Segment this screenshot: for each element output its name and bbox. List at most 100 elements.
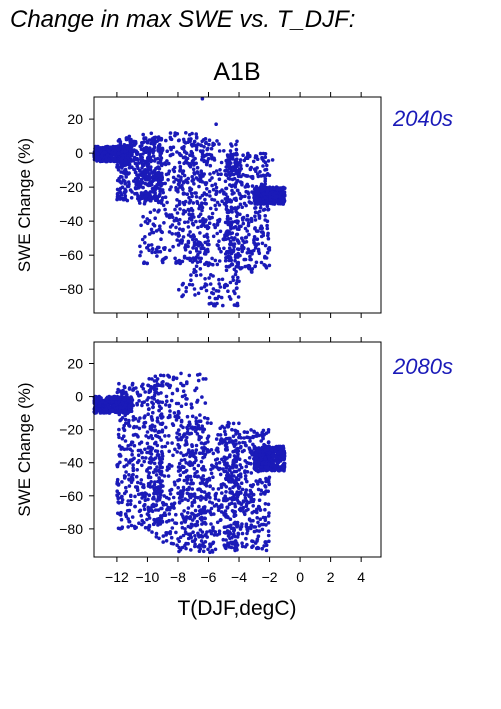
data-point (117, 147, 121, 152)
data-point (124, 390, 128, 395)
data-point (253, 206, 258, 210)
data-point (137, 399, 141, 403)
data-point (218, 472, 223, 477)
data-point (182, 191, 187, 196)
data-point (181, 453, 186, 458)
data-point (192, 172, 197, 176)
data-point (238, 212, 242, 217)
data-point (154, 177, 158, 182)
data-point (233, 457, 237, 461)
data-point (197, 256, 201, 260)
data-point (263, 518, 268, 523)
data-point (258, 517, 263, 521)
data-point (250, 174, 255, 179)
data-point (145, 191, 149, 195)
data-point (127, 484, 132, 488)
data-point (161, 415, 165, 419)
data-point (203, 201, 207, 206)
data-point (228, 475, 232, 480)
data-point (189, 535, 194, 540)
data-point (198, 240, 202, 245)
data-point (246, 151, 250, 156)
data-point (199, 286, 203, 291)
data-point (116, 144, 121, 148)
data-point (211, 526, 215, 531)
y-tick-label: −60 (59, 488, 83, 504)
data-point-outlier (214, 122, 218, 127)
data-point (211, 475, 215, 480)
data-point (183, 220, 187, 225)
data-point (238, 196, 243, 201)
data-point (273, 466, 278, 470)
data-point (172, 480, 177, 485)
data-point (223, 440, 227, 444)
data-point (188, 153, 192, 157)
data-point (99, 396, 103, 400)
data-point-outlier (179, 371, 183, 376)
data-point (215, 457, 220, 461)
data-point (166, 383, 170, 388)
data-point (263, 155, 268, 159)
data-point (209, 421, 213, 426)
data-point (179, 419, 184, 424)
data-point (128, 154, 132, 158)
data-point (136, 419, 141, 423)
data-point (215, 243, 220, 247)
data-point (200, 208, 204, 213)
data-point (126, 421, 131, 425)
data-point (265, 226, 270, 231)
data-point (146, 497, 150, 502)
data-point (187, 213, 192, 217)
data-point (185, 435, 189, 440)
data-point (195, 373, 200, 377)
period-label-2080s: 2080s (392, 354, 453, 379)
data-point (263, 492, 267, 496)
data-point (137, 521, 141, 525)
data-point (219, 160, 224, 165)
data-point (127, 134, 132, 139)
x-tick-label: −4 (231, 569, 247, 585)
data-point (126, 184, 131, 188)
data-point (283, 194, 287, 198)
data-point (243, 496, 248, 500)
data-point (168, 145, 173, 150)
data-point (212, 158, 217, 162)
data-point (249, 257, 253, 262)
data-point (178, 473, 183, 478)
data-point (282, 464, 286, 469)
data-point (203, 441, 208, 445)
data-point (199, 494, 203, 499)
data-point (153, 488, 157, 493)
data-point (271, 192, 276, 196)
data-point (208, 282, 213, 286)
data-point (150, 247, 155, 251)
data-point (197, 214, 201, 219)
data-point (255, 482, 260, 486)
data-point (133, 494, 137, 499)
data-point (263, 195, 268, 200)
data-point (224, 169, 228, 173)
data-point (231, 278, 236, 283)
data-point (104, 155, 108, 160)
data-point (218, 426, 222, 431)
data-point (132, 143, 137, 147)
data-point (125, 447, 129, 451)
data-point (211, 291, 216, 296)
data-point (197, 184, 201, 189)
data-point (237, 468, 241, 472)
data-point (231, 449, 235, 454)
data-point (120, 401, 125, 405)
data-point (108, 410, 112, 415)
data-point (99, 410, 103, 415)
data-point (176, 465, 181, 469)
data-point (131, 466, 135, 470)
data-point (147, 176, 152, 181)
data-point (146, 435, 151, 440)
data-point (143, 159, 148, 164)
data-point (141, 483, 146, 487)
data-point (115, 390, 120, 395)
data-point (123, 180, 127, 185)
data-point (130, 515, 135, 519)
data-point (276, 460, 281, 465)
data-point (229, 242, 233, 247)
